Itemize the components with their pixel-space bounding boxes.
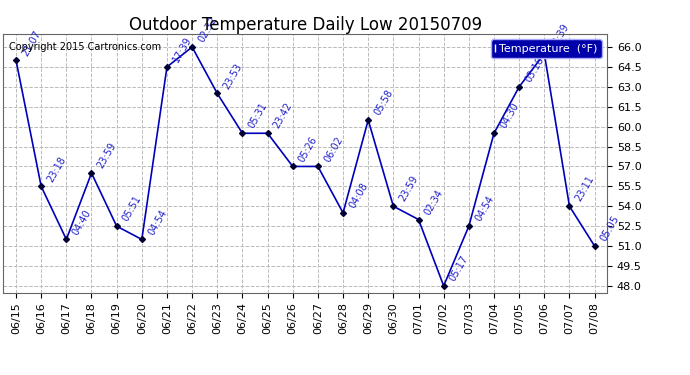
Text: 23:53: 23:53 [221, 62, 244, 91]
Text: 23:59: 23:59 [397, 174, 420, 204]
Text: 05:51: 05:51 [121, 194, 144, 224]
Text: 23:11: 23:11 [573, 174, 596, 204]
Title: Outdoor Temperature Daily Low 20150709: Outdoor Temperature Daily Low 20150709 [129, 16, 482, 34]
Text: 05:58: 05:58 [373, 88, 395, 117]
Text: 17:39: 17:39 [171, 35, 194, 64]
Text: 02:32: 02:32 [196, 15, 219, 44]
Text: Copyright 2015 Cartronics.com: Copyright 2015 Cartronics.com [10, 42, 161, 51]
Text: 03:18: 03:18 [523, 55, 546, 84]
Text: 04:54: 04:54 [146, 207, 168, 237]
Text: 23:59: 23:59 [96, 141, 118, 170]
Text: 21:07: 21:07 [20, 28, 43, 57]
Text: 05:17: 05:17 [448, 254, 471, 283]
Legend: Temperature  (°F): Temperature (°F) [491, 39, 602, 58]
Text: 05:26: 05:26 [297, 134, 319, 164]
Text: 02:34: 02:34 [423, 188, 445, 217]
Text: 23:18: 23:18 [46, 154, 68, 184]
Text: 04:39: 04:39 [549, 22, 571, 51]
Text: 04:30: 04:30 [498, 102, 521, 130]
Text: 05:05: 05:05 [599, 214, 622, 243]
Text: 06:02: 06:02 [322, 135, 345, 164]
Text: 04:54: 04:54 [473, 194, 495, 224]
Text: 23:42: 23:42 [272, 101, 295, 130]
Text: 04:40: 04:40 [70, 208, 93, 237]
Text: 04:08: 04:08 [347, 181, 370, 210]
Text: 05:31: 05:31 [246, 101, 269, 130]
